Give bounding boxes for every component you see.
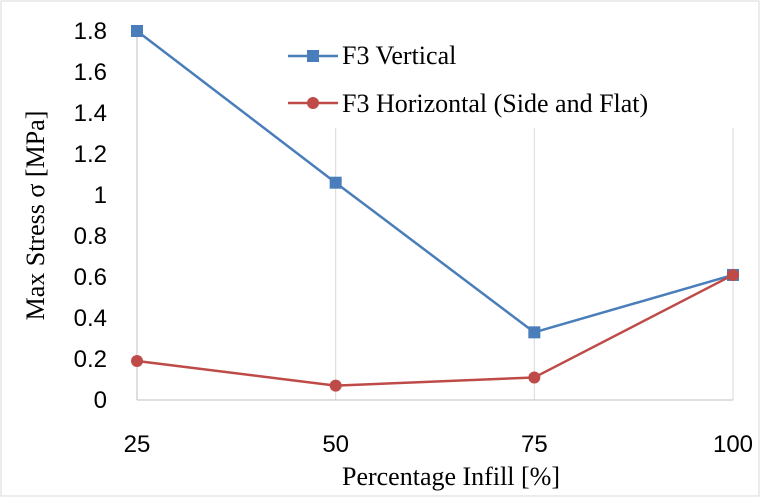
y-tick-label: 0.6 (74, 264, 107, 291)
y-tick-label: 0.2 (74, 346, 107, 373)
data-point (329, 176, 342, 189)
y-tick-label: 1.4 (74, 100, 107, 127)
data-point (329, 379, 342, 392)
x-tick-label: 100 (713, 431, 753, 458)
y-tick-label: 0.8 (74, 223, 107, 250)
legend-box (276, 24, 738, 128)
series-line (136, 30, 734, 334)
data-point (528, 326, 541, 339)
y-tick-labels: 0 0.2 0.4 0.6 0.8 1 1.2 1.4 1.6 1.8 (74, 18, 107, 414)
legend-marker-circle (307, 97, 319, 109)
y-tick-label: 1 (94, 182, 107, 209)
x-tick-labels: 25 50 75 100 (124, 431, 753, 458)
legend-label-horizontal: F3 Horizontal (Side and Flat) (342, 89, 648, 118)
x-tick-label: 50 (322, 431, 349, 458)
y-tick-label: 1.2 (74, 141, 107, 168)
legend-label-vertical: F3 Vertical (342, 41, 456, 70)
legend: F3 Vertical F3 Horizontal (Side and Flat… (276, 24, 738, 128)
x-axis-title: Percentage Infill [%] (342, 462, 560, 491)
y-tick-label: 0.4 (74, 305, 107, 332)
data-point (727, 268, 739, 281)
data-point (528, 371, 541, 384)
data-point (131, 25, 143, 37)
series-f3-horizontal (131, 268, 739, 392)
y-tick-label: 1.8 (74, 18, 107, 45)
series-line (136, 273, 734, 387)
x-tick-label: 75 (521, 431, 548, 458)
series-group (131, 25, 739, 392)
data-point (131, 355, 143, 368)
y-tick-label: 1.6 (74, 59, 107, 86)
legend-marker-square (307, 50, 319, 62)
y-tick-label: 0 (94, 387, 107, 414)
y-axis-title: Max Stress σ [MPa] (21, 111, 50, 321)
x-tick-label: 25 (124, 431, 151, 458)
axes (136, 25, 733, 401)
